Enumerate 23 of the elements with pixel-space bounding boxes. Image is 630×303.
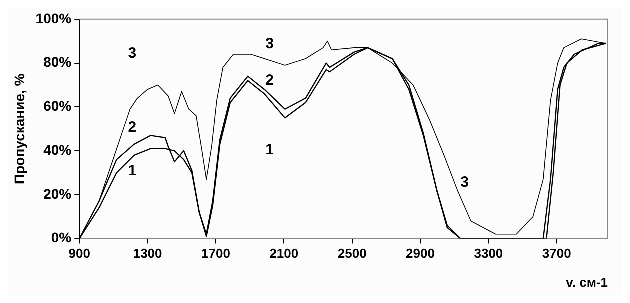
y-tick-label: 20%: [44, 186, 72, 202]
y-axis-title: Пропускание, %: [11, 73, 28, 184]
text: 3: [266, 36, 274, 53]
series-label: 1: [128, 162, 137, 180]
x-tick-label: 2500: [338, 246, 367, 262]
x-tick-label: 1300: [133, 246, 162, 262]
series-label: 2: [266, 72, 274, 89]
x-tick-label: 2100: [270, 246, 299, 262]
x-tick-label: 900: [68, 246, 90, 262]
text: 3: [128, 45, 137, 62]
y-tick-label: 80%: [44, 54, 72, 70]
series-label: 3: [460, 174, 469, 192]
y-tick-label: 0%: [51, 230, 72, 246]
x-tick-label: 2900: [406, 246, 435, 262]
x-axis-title: v. см-1: [566, 274, 608, 290]
x-tick-label: 3700: [542, 246, 572, 262]
text: 1: [266, 141, 274, 158]
y-tick-label: 40%: [44, 142, 72, 158]
text: 2: [128, 119, 137, 136]
y-tick-label: 100%: [36, 10, 72, 26]
x-tick-label: 3300: [474, 246, 504, 262]
y-tick-label: 60%: [44, 98, 72, 114]
x-tick-label: 1700: [202, 246, 230, 262]
